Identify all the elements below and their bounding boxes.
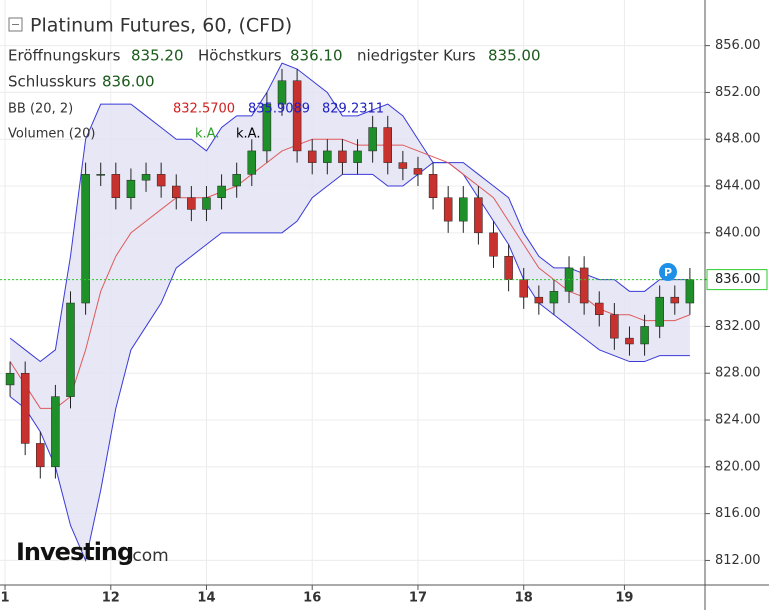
bb-lower: 829.2311: [322, 102, 384, 117]
candle-body: [595, 302, 604, 315]
candle-body: [277, 80, 287, 105]
volume-value: k.A.: [236, 127, 260, 142]
candle-body: [353, 150, 362, 163]
candle-body: [81, 174, 90, 304]
bollinger-lower: [9, 162, 690, 563]
x-tick-label: 19: [615, 591, 633, 606]
candle-body: [443, 197, 453, 222]
candle-body: [398, 162, 408, 169]
candle-body: [474, 197, 483, 234]
x-tick-label: 12: [102, 591, 120, 606]
candle-body: [368, 127, 377, 152]
candle-body: [383, 127, 392, 163]
candle-body: [534, 296, 544, 304]
overlay: Platinum Futures, 60, (CFD) Eröffnungsku…: [8, 15, 677, 566]
candle-body: [413, 168, 423, 175]
candle-body: [685, 279, 695, 304]
x-tick-label: 17: [409, 591, 427, 606]
bb-label: BB (20, 2): [8, 102, 73, 117]
candle-body: [172, 185, 181, 198]
candle-body: [5, 372, 15, 386]
candle-body: [579, 267, 589, 304]
candle-body: [610, 314, 619, 339]
y-tick-label: 848.00: [715, 132, 761, 147]
candle-body: [187, 197, 196, 210]
open-label: Eröffnungskurs: [8, 47, 121, 65]
candle-body: [247, 150, 257, 175]
y-tick-label: 852.00: [715, 85, 761, 100]
candle-body: [549, 291, 559, 304]
candle-body: [20, 372, 30, 444]
candle-body: [338, 150, 347, 163]
candle-body: [126, 179, 136, 198]
y-tick-label: 840.00: [715, 225, 761, 240]
logo: Investing: [16, 538, 133, 566]
candle-body: [625, 337, 634, 345]
candle-body: [96, 174, 105, 176]
x-tick-label: 14: [197, 591, 215, 606]
volume-label: Volumen (20): [8, 127, 95, 142]
y-tick-label: 832.00: [715, 319, 761, 334]
y-tick-label: 816.00: [715, 506, 761, 521]
volume-value: k.A.: [195, 127, 219, 142]
y-tick-label: 820.00: [715, 459, 761, 474]
y-tick-label: 824.00: [715, 413, 761, 428]
candle-body: [489, 232, 498, 257]
last-price-label: 836.00: [715, 272, 761, 287]
last-price-tag: [706, 269, 768, 291]
candle-body: [307, 150, 317, 163]
candle-body: [51, 396, 60, 468]
x-tick-label: 1: [1, 591, 10, 606]
candle-body: [640, 326, 649, 345]
chart-title: Platinum Futures, 60, (CFD): [30, 15, 292, 37]
logo-suffix: .com: [127, 546, 169, 566]
candle-body: [670, 296, 680, 304]
x-tick-label: 16: [303, 591, 321, 606]
candle-body: [232, 174, 241, 187]
y-tick-label: 856.00: [715, 38, 761, 53]
marker-text: P: [664, 266, 672, 279]
candle-body: [262, 103, 272, 152]
high-label: Höchstkurs: [198, 47, 282, 65]
candle-body: [156, 174, 166, 187]
candle-body: [36, 443, 45, 468]
y-tick-label: 828.00: [715, 366, 761, 381]
x-tick-label: 18: [515, 591, 533, 606]
open-value: 835.20: [131, 47, 184, 65]
y-tick-label: 812.00: [715, 553, 761, 568]
low-label: niedrigster Kurs: [357, 47, 476, 65]
marker-badge[interactable]: [659, 263, 677, 281]
bb-upper: 835.9089: [248, 102, 310, 117]
bollinger-middle: [9, 138, 691, 409]
candle-body: [292, 80, 302, 152]
close-label: Schlusskurs: [8, 73, 96, 91]
candle-body: [459, 197, 468, 222]
candle-body: [504, 255, 513, 280]
candle-body: [428, 174, 438, 198]
candle-body: [66, 302, 75, 397]
high-value: 836.10: [290, 47, 343, 65]
low-value: 835.00: [488, 47, 541, 65]
bb-middle: 832.5700: [173, 102, 235, 117]
candle-body: [217, 185, 226, 198]
candle-body: [111, 174, 121, 198]
candle-body: [141, 174, 151, 181]
candle-body: [202, 197, 211, 210]
candle-body: [323, 150, 332, 163]
candle-body: [519, 279, 528, 298]
candle-body: [655, 296, 664, 327]
close-value: 836.00: [102, 73, 155, 91]
bollinger-upper: [9, 62, 690, 363]
y-tick-label: 844.00: [715, 179, 761, 194]
